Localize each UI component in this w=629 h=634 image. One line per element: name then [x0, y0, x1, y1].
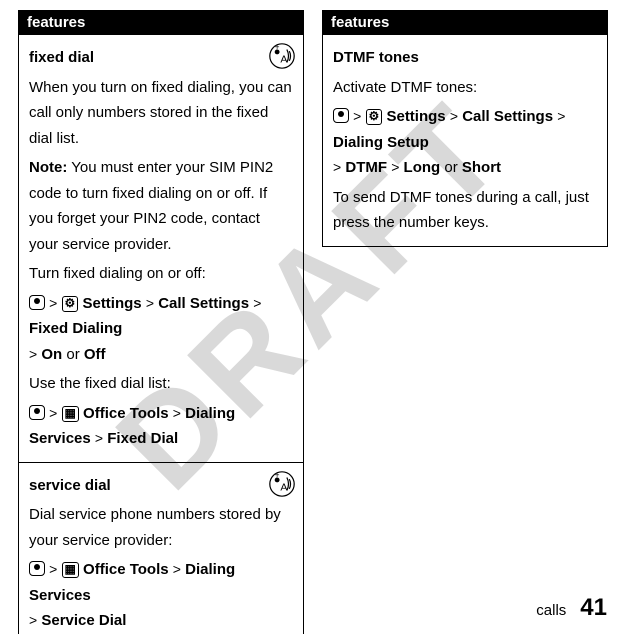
center-key-icon [29, 405, 45, 420]
grid-icon: ▦ [62, 562, 79, 578]
gt-icon: > [353, 108, 361, 124]
nav2-office: Office Tools [83, 405, 169, 422]
gt-icon: > [49, 295, 57, 311]
service-dial-cell: A+ service dial Dial service phone numbe… [18, 463, 304, 634]
left-column: features A+ fixed dial When you turn on … [18, 10, 304, 634]
fixed-dial-nav1: > ⚙ Settings > Call Settings > Fixed Dia… [29, 291, 293, 368]
gt-icon: > [557, 108, 565, 124]
gear-icon: ⚙ [62, 296, 79, 312]
dtmf-p1: Activate DTMF tones: [333, 75, 597, 101]
gt-icon: > [49, 561, 57, 577]
fixed-dial-nav2: > ▦ Office Tools > Dialing Services > Fi… [29, 401, 293, 452]
gt-icon: > [146, 295, 154, 311]
nav2-fd: Fixed Dial [107, 430, 178, 447]
fixed-dial-cell: A+ fixed dial When you turn on fixed dia… [18, 35, 304, 463]
center-key-icon [29, 561, 45, 576]
network-icon: A+ [269, 471, 295, 506]
dtmf-or: or [440, 159, 462, 176]
dtmf-nav: > ⚙ Settings > Call Settings > Dialing S… [333, 104, 597, 181]
page: features A+ fixed dial When you turn on … [0, 0, 629, 634]
nav1-settings: Settings [82, 295, 141, 312]
service-dial-p1: Dial service phone numbers stored by you… [29, 502, 293, 553]
footer-label: calls [536, 602, 566, 619]
sd-sd: Service Dial [41, 612, 126, 629]
service-dial-nav: > ▦ Office Tools > Dialing Services > Se… [29, 557, 293, 634]
gt-icon: > [391, 159, 399, 175]
nav1-or: or [62, 346, 84, 363]
network-icon: A+ [269, 43, 295, 78]
svg-text:A: A [280, 481, 288, 493]
dtmf-title: DTMF tones [333, 45, 597, 71]
gear-icon: ⚙ [366, 109, 383, 125]
dtmf-p2: To send DTMF tones during a call, just p… [333, 185, 597, 236]
fixed-dial-title: fixed dial [29, 45, 293, 71]
center-key-icon [29, 295, 45, 310]
gt-icon: > [29, 612, 37, 628]
gt-icon: > [450, 108, 458, 124]
gt-icon: > [173, 405, 181, 421]
dtmf-call: Call Settings [462, 108, 553, 125]
dtmf-short: Short [462, 159, 501, 176]
page-number: 41 [580, 594, 607, 622]
nav1-fd: Fixed Dialing [29, 320, 122, 337]
sd-office: Office Tools [83, 561, 169, 578]
svg-text:+: + [275, 471, 280, 480]
dtmf-dtmf: DTMF [345, 159, 387, 176]
nav1-on: On [41, 346, 62, 363]
page-footer: calls 41 [536, 594, 607, 622]
dtmf-long: Long [404, 159, 441, 176]
grid-icon: ▦ [62, 406, 79, 422]
nav1-off: Off [84, 346, 106, 363]
fixed-dial-note: Note: You must enter your SIM PIN2 code … [29, 155, 293, 257]
dtmf-settings: Settings [386, 108, 445, 125]
dtmf-ds: Dialing Setup [333, 134, 429, 151]
right-column: features DTMF tones Activate DTMF tones:… [322, 10, 608, 634]
note-label: Note: [29, 159, 67, 176]
left-header: features [18, 10, 304, 35]
svg-text:+: + [275, 43, 280, 52]
gt-icon: > [95, 430, 103, 446]
gt-icon: > [173, 561, 181, 577]
nav1-call: Call Settings [158, 295, 249, 312]
dtmf-cell: DTMF tones Activate DTMF tones: > ⚙ Sett… [322, 35, 608, 247]
gt-icon: > [253, 295, 261, 311]
columns: features A+ fixed dial When you turn on … [18, 10, 611, 634]
fixed-dial-p1: When you turn on fixed dialing, you can … [29, 75, 293, 152]
right-header: features [322, 10, 608, 35]
center-key-icon [333, 108, 349, 123]
service-dial-title: service dial [29, 473, 293, 499]
gt-icon: > [49, 405, 57, 421]
gt-icon: > [29, 346, 37, 362]
gt-icon: > [333, 159, 341, 175]
svg-text:A: A [280, 54, 288, 66]
fixed-dial-p3: Use the fixed dial list: [29, 371, 293, 397]
fixed-dial-p2: Turn fixed dialing on or off: [29, 261, 293, 287]
